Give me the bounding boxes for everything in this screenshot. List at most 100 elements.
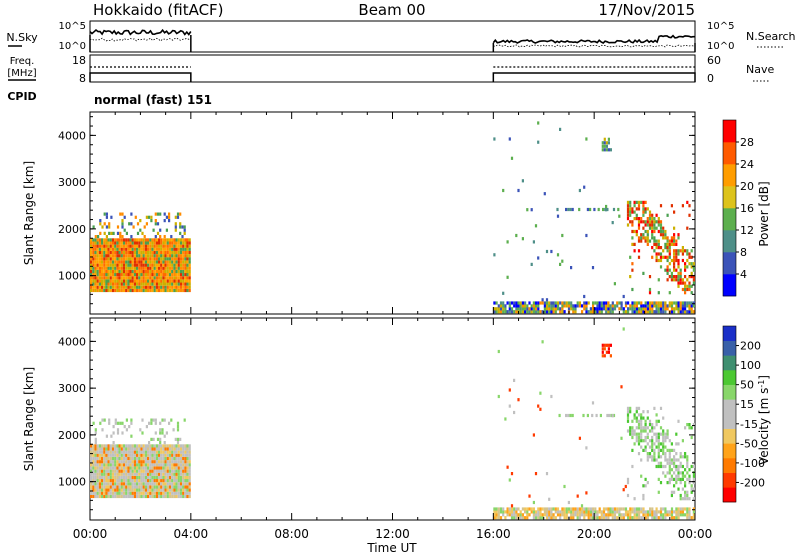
heatmap-cell <box>153 491 156 495</box>
heatmap-cell <box>153 466 156 470</box>
heatmap-cell <box>158 269 161 274</box>
heatmap-cell <box>118 450 121 454</box>
heatmap-cell <box>114 450 117 454</box>
heatmap-cell <box>120 279 123 283</box>
heatmap-cell <box>92 469 95 473</box>
heatmap-cell <box>171 469 174 473</box>
heatmap-cell <box>675 304 678 308</box>
heatmap-cell <box>140 479 143 483</box>
heatmap-cell <box>589 310 592 314</box>
heatmap-cell <box>513 304 516 308</box>
heatmap-cell <box>646 307 649 311</box>
heatmap-cell <box>602 516 606 520</box>
heatmap-cell <box>125 479 128 483</box>
heatmap-cell <box>107 238 110 242</box>
heatmap-cell <box>679 249 682 253</box>
heatmap-cell <box>160 279 163 283</box>
heatmap-cell <box>554 301 557 305</box>
y-tick-label: 3000 <box>58 382 86 395</box>
heatmap-cell <box>651 307 654 311</box>
heatmap-cell <box>508 310 511 314</box>
heatmap-cell <box>690 284 693 288</box>
heatmap-cell <box>130 434 133 438</box>
heatmap-cell <box>154 418 157 422</box>
heatmap-cell <box>173 285 176 289</box>
heatmap-cell <box>148 215 151 219</box>
heatmap-cell <box>149 263 152 267</box>
heatmap-cell <box>504 310 507 314</box>
heatmap-cell <box>97 235 100 239</box>
heatmap-cell <box>160 450 163 454</box>
heatmap-cell <box>107 460 110 464</box>
heatmap-cell <box>155 279 158 283</box>
cpid-text: normal (fast) 151 <box>94 93 212 107</box>
heatmap-cell <box>638 507 641 511</box>
heatmap-cell <box>677 513 680 517</box>
heatmap-cell <box>171 247 174 251</box>
heatmap-cell <box>640 516 643 520</box>
heatmap-cell <box>662 507 665 511</box>
heatmap-cell <box>559 513 562 517</box>
heatmap-cell <box>648 223 652 227</box>
heatmap-cell <box>640 432 643 436</box>
heatmap-cell <box>155 285 158 289</box>
colorbar-swatch <box>723 384 736 400</box>
heatmap-cell <box>537 304 540 308</box>
heatmap-cell <box>186 260 189 264</box>
heatmap-cell <box>679 507 682 511</box>
heatmap-cell <box>175 463 178 467</box>
heatmap-cell <box>648 217 652 221</box>
heatmap-cell <box>166 276 169 280</box>
heatmap-cell <box>510 504 514 508</box>
heatmap-cell <box>144 469 147 473</box>
heatmap-cell <box>149 450 152 454</box>
heatmap-cell <box>144 269 147 274</box>
heatmap-cell <box>664 452 667 456</box>
heatmap-cell <box>177 485 180 489</box>
heatmap-cell <box>679 497 682 501</box>
heatmap-cell <box>136 463 139 467</box>
heatmap-cell <box>594 510 597 514</box>
heatmap-cell <box>592 513 595 517</box>
heatmap-cell <box>105 453 108 457</box>
heatmap-cell <box>177 247 180 251</box>
heatmap-cell <box>673 275 676 279</box>
heatmap-cell <box>116 241 119 245</box>
heatmap-cell <box>122 269 126 274</box>
y-tick-label: 1000 <box>58 270 86 283</box>
heatmap-cell <box>626 416 630 420</box>
heatmap-cell <box>168 453 172 457</box>
heatmap-cell <box>637 249 641 253</box>
heatmap-cell <box>581 310 584 314</box>
colorbar-swatch <box>723 252 736 275</box>
heatmap-cell <box>101 250 104 255</box>
heatmap-cell <box>149 482 152 486</box>
heatmap-cell <box>184 475 187 480</box>
heatmap-cell <box>92 257 95 261</box>
heatmap-cell <box>105 488 108 492</box>
heatmap-cell <box>637 426 641 430</box>
heatmap-cell <box>692 474 695 478</box>
heatmap-cell <box>101 279 104 283</box>
heatmap-cell <box>101 494 104 499</box>
heatmap-cell <box>690 487 693 491</box>
heatmap-cell <box>105 485 108 489</box>
heatmap-cell <box>596 310 599 314</box>
heatmap-cell <box>155 494 158 499</box>
heatmap-cell <box>121 421 124 425</box>
heatmap-cell <box>125 250 128 255</box>
heatmap-cell <box>668 452 671 456</box>
freq-tick-low: 8 <box>79 72 86 85</box>
heatmap-cell <box>686 249 689 253</box>
heatmap-cell <box>666 255 669 259</box>
heatmap-cell <box>673 516 676 520</box>
nave-tick-low: 0 <box>707 72 714 85</box>
heatmap-cell <box>188 463 191 467</box>
heatmap-cell <box>664 304 667 308</box>
heatmap-cell <box>116 431 120 435</box>
heatmap-cell <box>101 472 104 476</box>
heatmap-cell <box>659 406 663 410</box>
heatmap-cell <box>655 432 658 436</box>
heatmap-cell <box>160 263 163 267</box>
heatmap-cell <box>188 479 191 483</box>
